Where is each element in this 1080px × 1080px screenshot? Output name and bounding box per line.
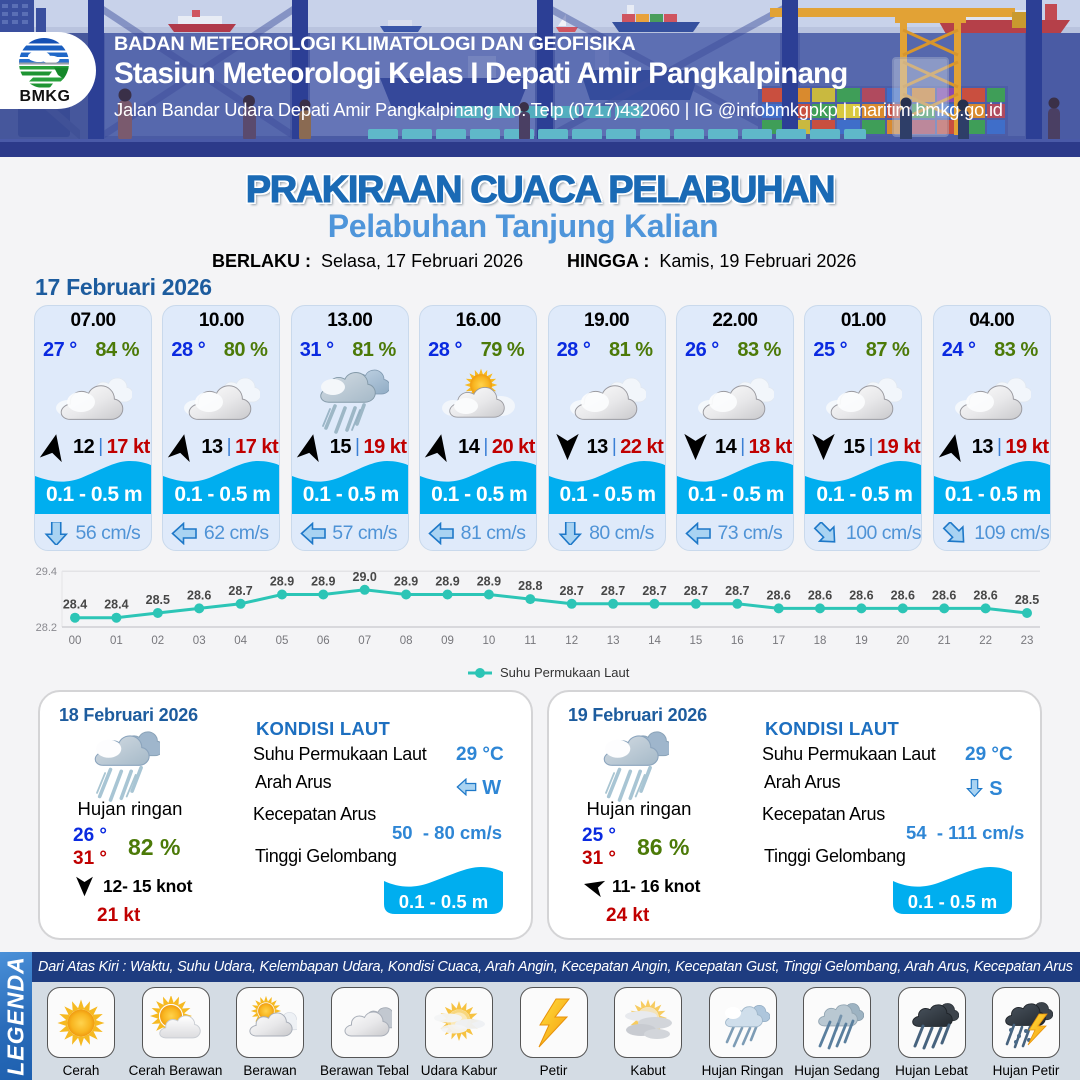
svg-text:05: 05 xyxy=(276,635,289,647)
svg-text:16: 16 xyxy=(731,635,744,647)
svg-text:28.8: 28.8 xyxy=(518,579,542,593)
svg-text:15: 15 xyxy=(690,635,703,647)
svg-text:28.9: 28.9 xyxy=(477,575,501,589)
svg-text:03: 03 xyxy=(193,635,206,647)
svg-text:29.4: 29.4 xyxy=(36,566,57,578)
svg-text:28.5: 28.5 xyxy=(146,593,170,607)
svg-text:12: 12 xyxy=(565,635,578,647)
svg-text:28.7: 28.7 xyxy=(642,584,666,598)
svg-text:14: 14 xyxy=(648,635,661,647)
svg-text:28.9: 28.9 xyxy=(394,575,418,589)
svg-text:17: 17 xyxy=(772,635,785,647)
svg-text:28.4: 28.4 xyxy=(63,598,87,612)
svg-text:06: 06 xyxy=(317,635,330,647)
svg-text:04: 04 xyxy=(234,635,247,647)
svg-text:29.0: 29.0 xyxy=(353,570,377,584)
svg-text:21: 21 xyxy=(938,635,951,647)
svg-text:28.6: 28.6 xyxy=(973,588,997,602)
svg-text:28.6: 28.6 xyxy=(932,588,956,602)
svg-text:01: 01 xyxy=(110,635,123,647)
svg-text:07: 07 xyxy=(358,635,371,647)
svg-text:13: 13 xyxy=(607,635,620,647)
svg-text:28.9: 28.9 xyxy=(435,575,459,589)
svg-text:28.9: 28.9 xyxy=(270,575,294,589)
svg-text:00: 00 xyxy=(69,635,82,647)
svg-text:28.7: 28.7 xyxy=(560,584,584,598)
svg-text:Suhu Permukaan Laut: Suhu Permukaan Laut xyxy=(500,665,630,680)
svg-text:28.6: 28.6 xyxy=(891,588,915,602)
svg-text:08: 08 xyxy=(400,635,413,647)
svg-text:20: 20 xyxy=(896,635,909,647)
svg-text:22: 22 xyxy=(979,635,992,647)
svg-text:28.6: 28.6 xyxy=(849,588,873,602)
svg-text:28.6: 28.6 xyxy=(767,588,791,602)
svg-text:09: 09 xyxy=(441,635,454,647)
svg-text:28.7: 28.7 xyxy=(228,584,252,598)
svg-text:28.2: 28.2 xyxy=(36,622,57,634)
svg-text:18: 18 xyxy=(814,635,827,647)
svg-text:28.7: 28.7 xyxy=(601,584,625,598)
svg-text:23: 23 xyxy=(1021,635,1034,647)
svg-text:28.5: 28.5 xyxy=(1015,593,1039,607)
svg-text:02: 02 xyxy=(151,635,164,647)
svg-text:10: 10 xyxy=(483,635,496,647)
svg-text:28.7: 28.7 xyxy=(725,584,749,598)
svg-text:28.6: 28.6 xyxy=(187,588,211,602)
svg-text:11: 11 xyxy=(524,635,536,647)
svg-text:28.9: 28.9 xyxy=(311,575,335,589)
svg-text:28.6: 28.6 xyxy=(808,588,832,602)
svg-text:19: 19 xyxy=(855,635,868,647)
svg-text:28.4: 28.4 xyxy=(104,598,128,612)
svg-text:28.7: 28.7 xyxy=(684,584,708,598)
